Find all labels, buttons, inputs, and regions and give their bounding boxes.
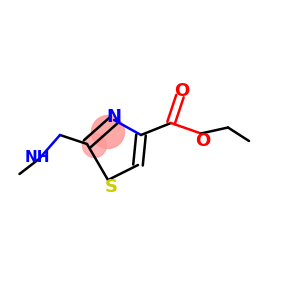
- Text: N: N: [106, 108, 122, 126]
- Text: S: S: [104, 178, 118, 196]
- Text: O: O: [195, 132, 210, 150]
- Circle shape: [92, 116, 124, 148]
- Text: O: O: [174, 82, 189, 100]
- Circle shape: [82, 134, 106, 158]
- Text: NH: NH: [25, 150, 50, 165]
